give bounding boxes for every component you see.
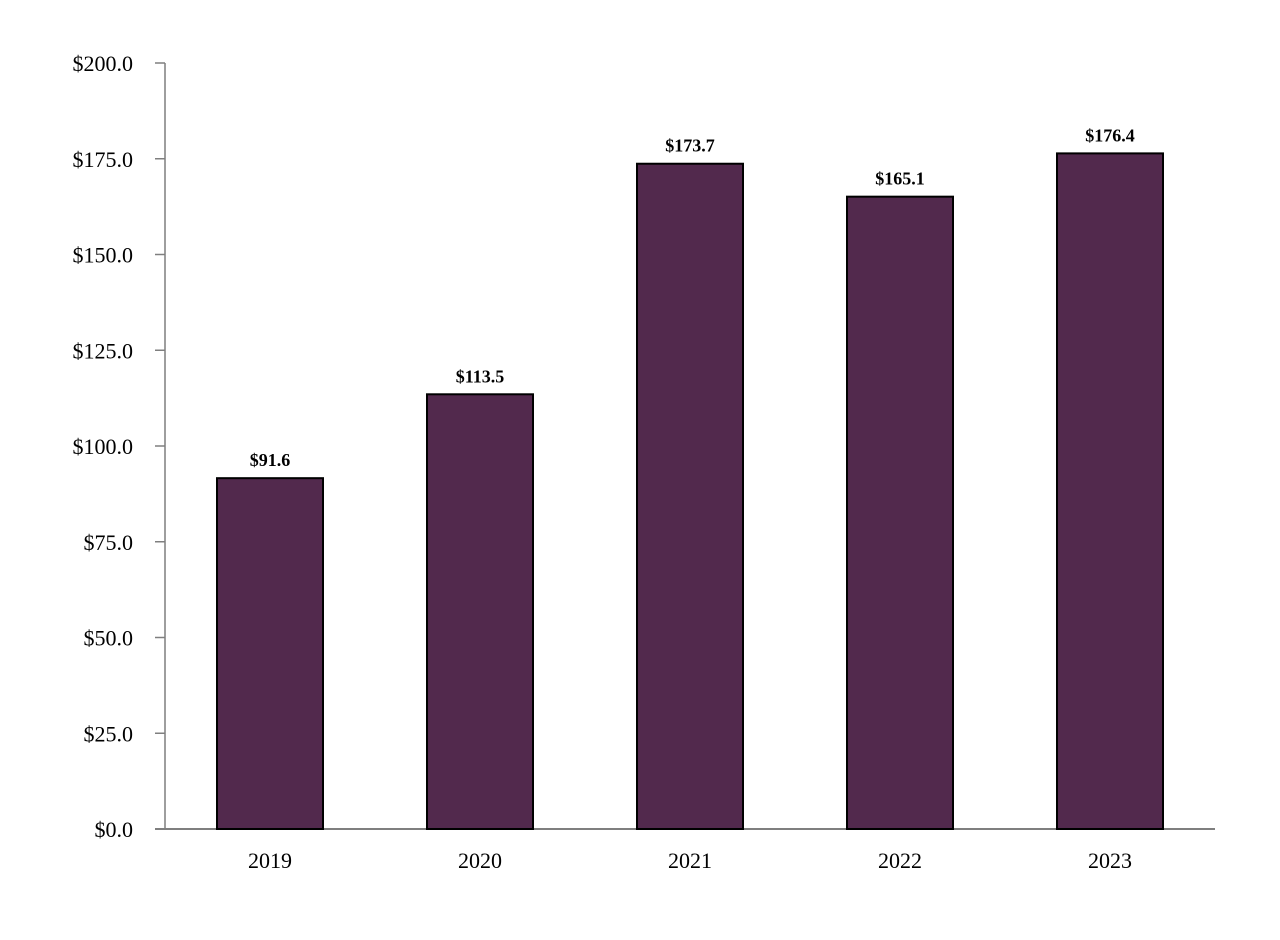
bar-2021	[636, 162, 744, 830]
data-label-2019: $91.6	[250, 450, 291, 470]
data-label-2021: $173.7	[665, 136, 715, 156]
data-label-2020: $113.5	[456, 366, 505, 386]
x-tick-label-2021: 2021	[668, 848, 712, 873]
bar-2022	[846, 195, 954, 831]
y-tick-label: $75.0	[84, 530, 134, 555]
y-tick-label: $0.0	[95, 817, 134, 842]
data-labels: $91.6 $113.5 $173.7 $165.1 $176.4	[250, 125, 1135, 470]
bar-2020	[426, 393, 534, 830]
x-tick-label-2020: 2020	[458, 848, 502, 873]
data-label-2022: $165.1	[875, 169, 925, 189]
x-tick-label-2019: 2019	[248, 848, 292, 873]
bar-2023	[1056, 152, 1164, 830]
y-tick-label: $175.0	[73, 147, 134, 172]
y-tick-label: $150.0	[73, 243, 134, 268]
data-label-2023: $176.4	[1085, 125, 1135, 145]
y-tick-label: $100.0	[73, 434, 134, 459]
x-tick-label-2023: 2023	[1088, 848, 1132, 873]
bar-2019	[216, 477, 324, 830]
y-tick-label: $25.0	[84, 721, 134, 746]
x-axis: 2019 2020 2021 2022 2023	[155, 828, 1215, 873]
y-tick-label: $50.0	[84, 626, 134, 651]
y-axis: $0.0 $25.0 $50.0 $75.0 $100.0 $125.0 $150.0 $17…	[73, 51, 166, 842]
y-tick-label: $125.0	[73, 338, 134, 363]
x-tick-label-2022: 2022	[878, 848, 922, 873]
y-tick-label: $200.0	[73, 51, 134, 76]
bars	[216, 152, 1164, 831]
